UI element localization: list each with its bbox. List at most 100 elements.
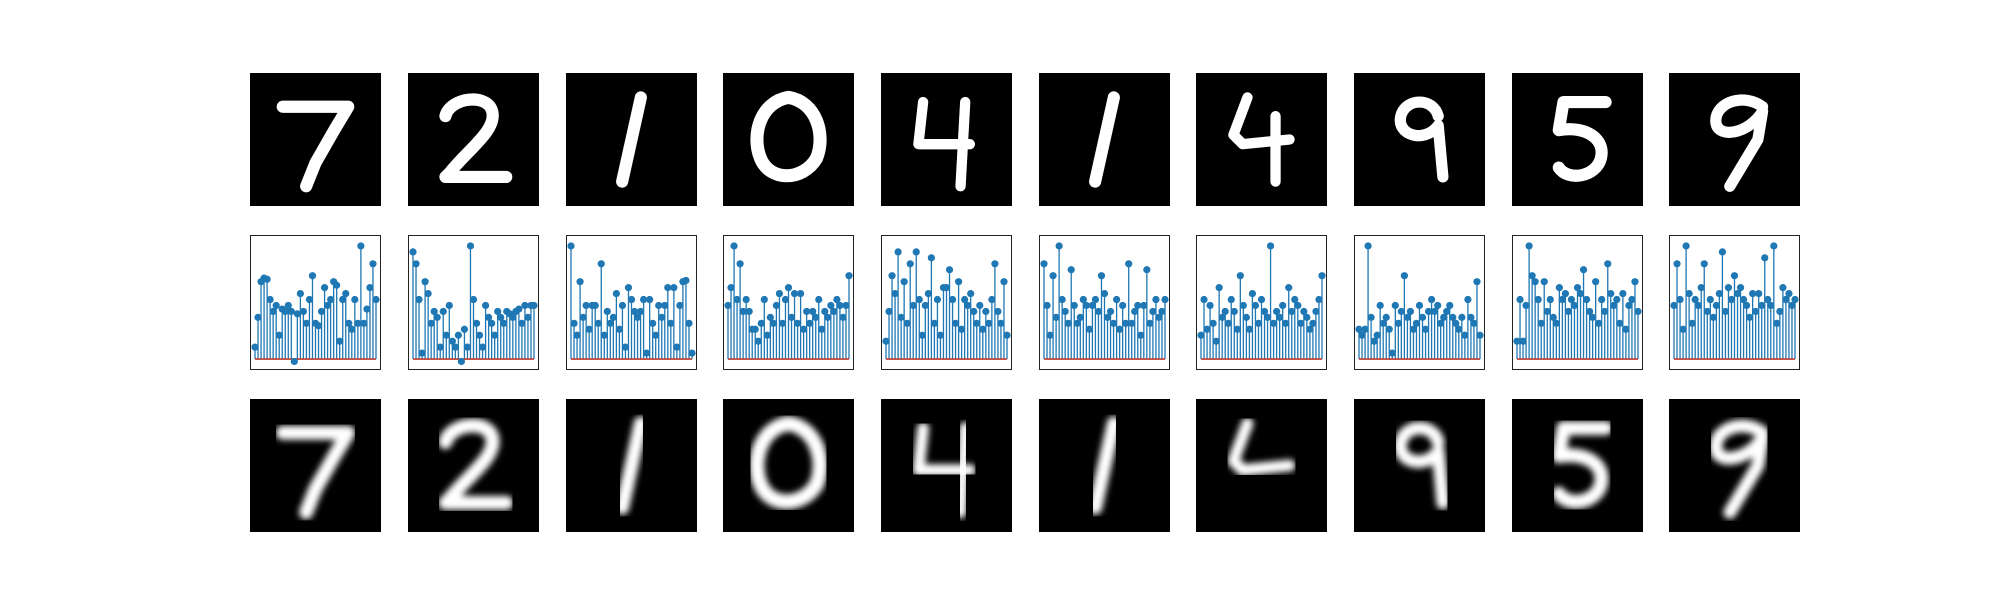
stem-marker (1279, 301, 1287, 310)
stem-marker (1764, 295, 1772, 304)
stem-marker (1446, 301, 1454, 310)
digit-7-image (275, 425, 356, 520)
stem-marker (1091, 295, 1100, 304)
stem-marker (521, 301, 529, 310)
digit-2-image (438, 418, 514, 510)
digit-stroke (1552, 95, 1612, 182)
stem-marker (1724, 284, 1733, 292)
reconstructed-digit-10 (1669, 399, 1800, 532)
stem-marker (1082, 301, 1090, 310)
stem-marker (612, 289, 620, 298)
stem-marker (366, 284, 374, 292)
stem-marker (1418, 313, 1427, 321)
stem-marker (1119, 301, 1127, 310)
stem-marker (1297, 319, 1305, 327)
stem-marker (751, 325, 759, 333)
stem-marker (1097, 272, 1106, 280)
stem-marker (1218, 313, 1226, 321)
stem-marker (658, 313, 666, 321)
stem-marker (1785, 289, 1793, 298)
stem-marker (372, 295, 380, 304)
stem-marker (772, 301, 780, 310)
stem-marker (649, 319, 657, 327)
stem-marker (433, 313, 441, 321)
stem-marker (1122, 319, 1130, 327)
stem-marker (730, 242, 738, 250)
stem-marker (1528, 272, 1536, 280)
digit-stroke (438, 418, 514, 510)
stem-marker (436, 343, 444, 351)
stem-marker (1203, 325, 1211, 333)
stem-marker (1755, 289, 1763, 298)
stem-marker (369, 260, 377, 268)
stem-marker (500, 319, 508, 327)
stem-marker (1394, 319, 1402, 327)
original-digit-1 (250, 73, 381, 206)
stem-marker (1561, 289, 1569, 298)
stem-marker (742, 295, 750, 304)
stem-marker (1128, 319, 1136, 327)
stem-marker (1391, 301, 1399, 310)
stem-marker (1598, 295, 1606, 304)
stem-marker (1064, 319, 1072, 327)
stem-marker (1415, 301, 1424, 310)
stem-marker (630, 307, 639, 316)
stem-marker (281, 307, 289, 316)
stem-marker (991, 260, 999, 268)
stem-marker (790, 289, 799, 298)
stem-marker (1634, 307, 1642, 316)
stem-marker (1230, 307, 1238, 316)
latent-code-stem-plot-7 (1196, 235, 1327, 370)
stem-marker (1779, 284, 1787, 292)
stem-marker (1046, 331, 1054, 339)
stem-marker (576, 278, 584, 286)
stem-marker (615, 325, 623, 333)
stem-marker (1409, 325, 1418, 333)
stem-marker (1406, 307, 1415, 316)
stem-marker (724, 301, 732, 310)
digit-5-image (1552, 95, 1612, 182)
stem-plot-svg (1197, 242, 1326, 360)
stem-marker (830, 307, 838, 316)
digit-stroke (955, 96, 971, 192)
stem-marker (787, 313, 796, 321)
stem-marker (488, 319, 496, 327)
stem-marker (900, 278, 908, 286)
stem-plot-svg (409, 242, 538, 366)
stem-marker (327, 295, 335, 304)
stem-marker (324, 301, 332, 310)
stem-marker (439, 307, 447, 316)
stem-marker (1245, 325, 1253, 333)
stem-marker (1224, 319, 1232, 327)
stem-marker (1137, 331, 1145, 339)
stem-marker (269, 307, 277, 316)
stem-marker (1125, 260, 1133, 268)
stem-marker (1476, 331, 1484, 339)
stem-marker (948, 295, 957, 304)
digit-stroke (615, 416, 648, 515)
digit-9-image (1394, 96, 1449, 183)
stem-marker (1589, 313, 1597, 321)
original-digit-10 (1669, 73, 1800, 206)
stem-marker (655, 301, 663, 310)
stem-marker (1358, 331, 1366, 339)
stem-marker (445, 301, 453, 310)
stem-marker (1685, 289, 1693, 298)
stem-marker (424, 289, 432, 298)
stem-marker (1582, 295, 1591, 304)
original-digit-4 (723, 73, 854, 206)
stem-marker (1397, 307, 1405, 316)
stem-marker (287, 307, 295, 316)
stem-marker (1428, 295, 1436, 304)
stem-marker (454, 331, 462, 339)
stem-marker (597, 260, 605, 268)
reconstructed-digit-3 (566, 399, 697, 532)
stem-marker (1458, 313, 1466, 321)
stem-marker (643, 349, 651, 357)
stem-marker (1257, 295, 1266, 304)
stem-marker (733, 295, 741, 304)
stem-marker (1628, 295, 1636, 304)
stem-marker (845, 272, 853, 280)
stem-marker (661, 301, 669, 310)
stem-marker (1570, 301, 1579, 310)
